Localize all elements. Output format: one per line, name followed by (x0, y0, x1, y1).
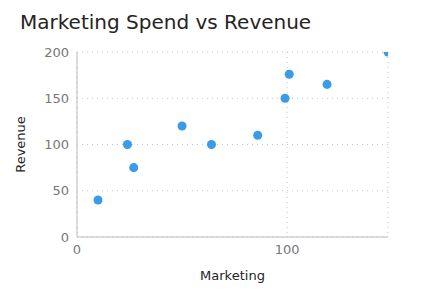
svg-text:100: 100 (275, 242, 300, 257)
svg-text:100: 100 (44, 137, 69, 152)
svg-text:Revenue: Revenue (13, 116, 28, 173)
svg-text:150: 150 (44, 91, 69, 106)
svg-text:0: 0 (61, 230, 69, 245)
svg-text:0: 0 (73, 242, 81, 257)
svg-text:50: 50 (52, 183, 69, 198)
svg-text:Marketing: Marketing (200, 268, 265, 283)
html-text:Marketing Spend vs Revenue: Marketing Spend vs Revenue (20, 10, 312, 34)
svg-text:200: 200 (44, 45, 69, 60)
